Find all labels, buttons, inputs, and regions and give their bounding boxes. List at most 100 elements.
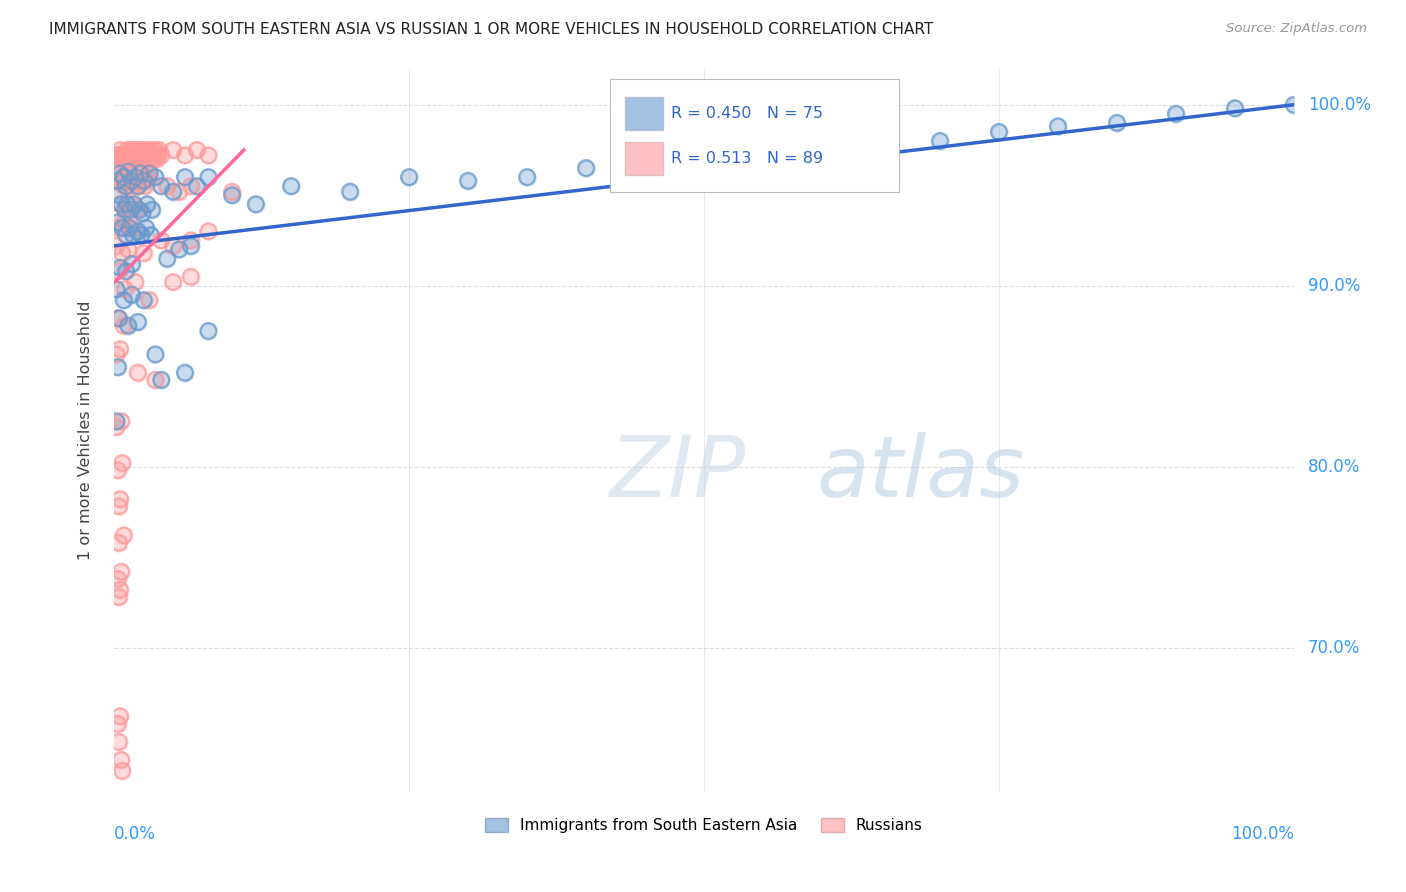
Point: [115, 174, 138, 188]
Point: [111, 148, 134, 162]
Point: [121, 220, 143, 235]
Point: [117, 170, 139, 185]
Point: [111, 220, 134, 235]
Point: [138, 152, 160, 166]
Point: [197, 324, 219, 338]
Point: [145, 152, 167, 166]
Point: [108, 197, 131, 211]
Point: [108, 709, 131, 723]
Point: [128, 152, 150, 166]
Point: [870, 137, 893, 152]
Point: [127, 366, 149, 380]
Text: 100.0%: 100.0%: [1230, 825, 1294, 843]
Point: [117, 152, 139, 166]
Point: [118, 148, 141, 162]
Point: [131, 152, 153, 166]
Point: [107, 220, 129, 235]
Point: [131, 170, 153, 185]
Point: [150, 373, 173, 387]
Text: IMMIGRANTS FROM SOUTH EASTERN ASIA VS RUSSIAN 1 OR MORE VEHICLES IN HOUSEHOLD CO: IMMIGRANTS FROM SOUTH EASTERN ASIA VS RU…: [49, 22, 934, 37]
Bar: [624, 96, 662, 130]
Point: [146, 148, 169, 162]
Point: [115, 143, 138, 157]
Point: [162, 239, 184, 253]
Point: [108, 166, 131, 180]
Point: [107, 572, 129, 586]
Point: [136, 197, 159, 211]
Point: [110, 152, 132, 166]
Point: [107, 716, 129, 731]
Point: [107, 220, 129, 235]
Point: [124, 275, 146, 289]
Point: [108, 264, 131, 278]
Text: R = 0.513   N = 89: R = 0.513 N = 89: [671, 151, 823, 166]
Point: [117, 164, 139, 178]
Point: [162, 275, 184, 289]
Point: [110, 197, 132, 211]
Point: [117, 152, 139, 166]
Point: [150, 234, 173, 248]
FancyBboxPatch shape: [610, 79, 898, 192]
Point: [111, 456, 134, 470]
Point: [122, 227, 145, 242]
Point: [1046, 120, 1069, 134]
Point: [122, 143, 145, 157]
Point: [114, 282, 136, 296]
Point: [110, 565, 132, 579]
Point: [105, 420, 128, 434]
Point: [107, 174, 129, 188]
Point: [162, 185, 184, 199]
Point: [811, 143, 834, 157]
Point: [516, 170, 538, 185]
Point: [339, 185, 361, 199]
Point: [124, 152, 146, 166]
Point: [110, 174, 132, 188]
Point: [107, 215, 129, 229]
Point: [115, 264, 138, 278]
Point: [138, 293, 160, 308]
Point: [162, 275, 184, 289]
Point: [929, 134, 952, 148]
Point: [127, 143, 149, 157]
Point: [117, 318, 139, 333]
Point: [108, 197, 131, 211]
Point: [129, 174, 152, 188]
Point: [122, 174, 145, 188]
Point: [139, 148, 162, 162]
Point: [127, 224, 149, 238]
Point: [197, 148, 219, 162]
Point: [112, 215, 135, 229]
Point: [121, 197, 143, 211]
Point: [127, 179, 149, 194]
Point: [110, 753, 132, 767]
Point: [693, 155, 716, 169]
Point: [120, 202, 142, 217]
Point: [105, 148, 128, 162]
Point: [811, 143, 834, 157]
Point: [136, 148, 159, 162]
Text: ZIP: ZIP: [610, 433, 745, 516]
Point: [117, 243, 139, 257]
Point: [150, 373, 173, 387]
Point: [122, 197, 145, 211]
Point: [129, 227, 152, 242]
Point: [124, 170, 146, 185]
Point: [135, 152, 157, 166]
Point: [108, 582, 131, 597]
Point: [150, 148, 173, 162]
Point: [115, 148, 138, 162]
Point: [1223, 101, 1246, 115]
Point: [107, 360, 129, 375]
Point: [107, 215, 129, 229]
Point: [108, 535, 131, 549]
Point: [141, 202, 163, 217]
Point: [138, 293, 160, 308]
Point: [108, 709, 131, 723]
Point: [118, 220, 141, 235]
Point: [108, 590, 131, 604]
Bar: [624, 142, 662, 176]
Point: [108, 188, 131, 202]
Point: [142, 152, 165, 166]
Point: [114, 282, 136, 296]
Point: [112, 170, 135, 185]
